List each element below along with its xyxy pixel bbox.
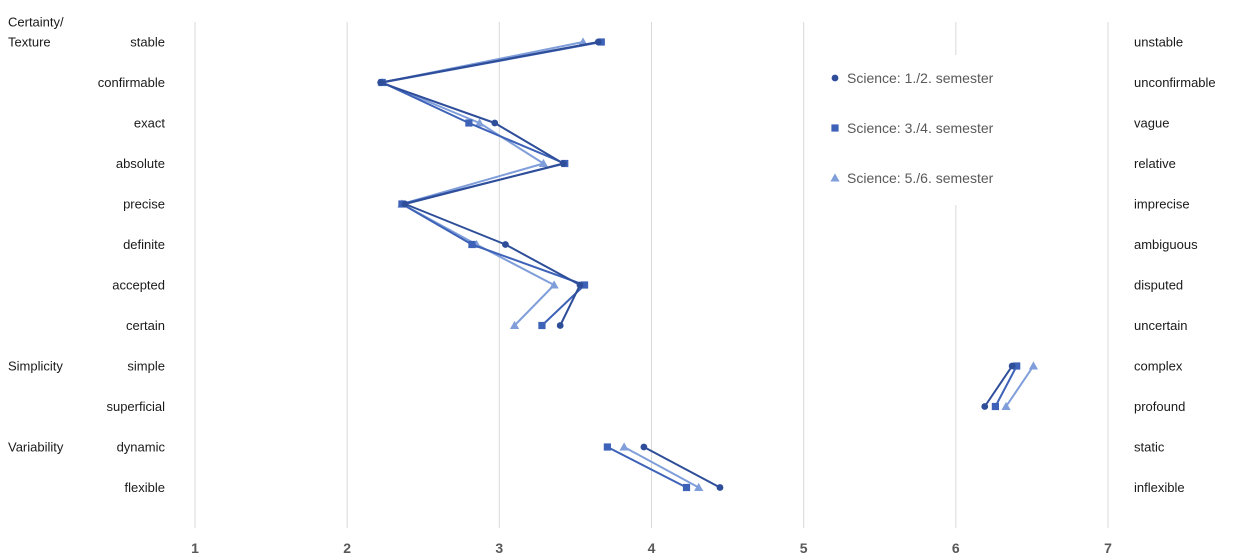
- left-pole-label: stable: [130, 35, 165, 50]
- data-point: [509, 320, 520, 329]
- right-pole-label: disputed: [1134, 278, 1183, 293]
- right-pole-label: relative: [1134, 156, 1176, 171]
- right-pole-label: unconfirmable: [1134, 75, 1216, 90]
- x-tick-label: 6: [952, 540, 960, 556]
- right-pole-label: static: [1134, 440, 1165, 455]
- left-pole-label: simple: [127, 359, 165, 374]
- data-point: [1013, 362, 1021, 370]
- data-point: [682, 483, 691, 492]
- right-pole-labels: unstable unconfirmable vague relative imprec…: [1134, 35, 1216, 496]
- data-point: [502, 241, 509, 248]
- series-line: [983, 365, 1013, 408]
- group-label: Variability: [8, 440, 64, 455]
- left-pole-label: confirmable: [98, 75, 165, 90]
- x-tick-label: 1: [191, 540, 199, 556]
- right-pole-label: complex: [1134, 359, 1183, 374]
- left-pole-label: superficial: [106, 399, 165, 414]
- x-tick-label: 3: [495, 540, 503, 556]
- data-point: [991, 402, 999, 411]
- left-pole-label: dynamic: [117, 440, 166, 455]
- data-point: [538, 158, 549, 167]
- data-point: [538, 321, 546, 330]
- legend-entry: Science: 1./2. semester: [847, 70, 994, 86]
- series-line: [606, 446, 687, 489]
- right-pole-label: vague: [1134, 116, 1169, 131]
- data-point: [1008, 362, 1016, 370]
- series-line: [643, 446, 721, 489]
- data-point: [491, 119, 499, 127]
- left-pole-label: certain: [126, 318, 165, 333]
- data-point: [468, 240, 476, 249]
- data-point: [580, 281, 589, 289]
- right-pole-label: unstable: [1134, 35, 1183, 50]
- right-pole-label: inflexible: [1134, 480, 1185, 495]
- data-point: [1001, 401, 1011, 410]
- legend-entry: Science: 3./4. semester: [847, 120, 994, 136]
- data-point: [603, 443, 611, 451]
- series-line: [379, 41, 599, 326]
- data-point: [981, 403, 989, 410]
- x-tick-label: 5: [800, 540, 808, 556]
- data-point: [401, 200, 409, 208]
- group-label: Certainty/Texture: [8, 15, 64, 50]
- left-pole-label: definite: [123, 237, 165, 252]
- series-line: [623, 446, 700, 489]
- data-point: [619, 442, 629, 451]
- legend-box: [820, 55, 1032, 205]
- series-line: [994, 365, 1018, 407]
- x-tick-label: 4: [648, 540, 656, 556]
- left-pole-label: exact: [134, 116, 165, 131]
- series-line: [381, 41, 602, 327]
- data-point: [594, 38, 602, 46]
- group-label: Simplicity: [8, 359, 63, 374]
- data-point: [474, 118, 485, 127]
- left-pole-labels: stable confirmable exact absolute precise def…: [98, 35, 166, 496]
- data-point: [377, 79, 385, 86]
- data-point: [1028, 361, 1039, 370]
- legend: Science: 1./2. semester Science: 3./4. se…: [820, 55, 1032, 205]
- right-pole-label: imprecise: [1134, 197, 1190, 212]
- right-pole-label: uncertain: [1134, 318, 1187, 333]
- right-pole-label: profound: [1134, 399, 1185, 414]
- series-1: [377, 38, 1016, 491]
- data-point: [556, 322, 564, 329]
- data-point: [465, 119, 473, 127]
- legend-entry: Science: 5./6. semester: [847, 170, 994, 186]
- right-pole-label: ambiguous: [1134, 237, 1198, 252]
- series-line: [1005, 365, 1035, 408]
- x-axis-tick-labels: 1 2 3 4 5 6 7: [191, 540, 1112, 556]
- x-tick-label: 2: [343, 540, 351, 556]
- left-pole-label: absolute: [116, 156, 165, 171]
- left-pole-label: accepted: [112, 278, 165, 293]
- data-point: [640, 443, 648, 451]
- legend-marker: [830, 173, 840, 182]
- data-point: [576, 281, 584, 289]
- data-point: [559, 160, 567, 167]
- left-pole-label: precise: [123, 197, 165, 212]
- x-tick-label: 7: [1104, 540, 1112, 556]
- legend-marker: [831, 74, 839, 82]
- dimension-group-labels: Certainty/Texture Simplicity Variability: [8, 15, 64, 455]
- data-point: [549, 280, 559, 289]
- left-pole-label: flexible: [125, 480, 165, 495]
- data-point: [694, 482, 704, 491]
- data-point: [716, 484, 724, 491]
- legend-marker: [831, 124, 839, 132]
- series-lines: [377, 37, 1039, 492]
